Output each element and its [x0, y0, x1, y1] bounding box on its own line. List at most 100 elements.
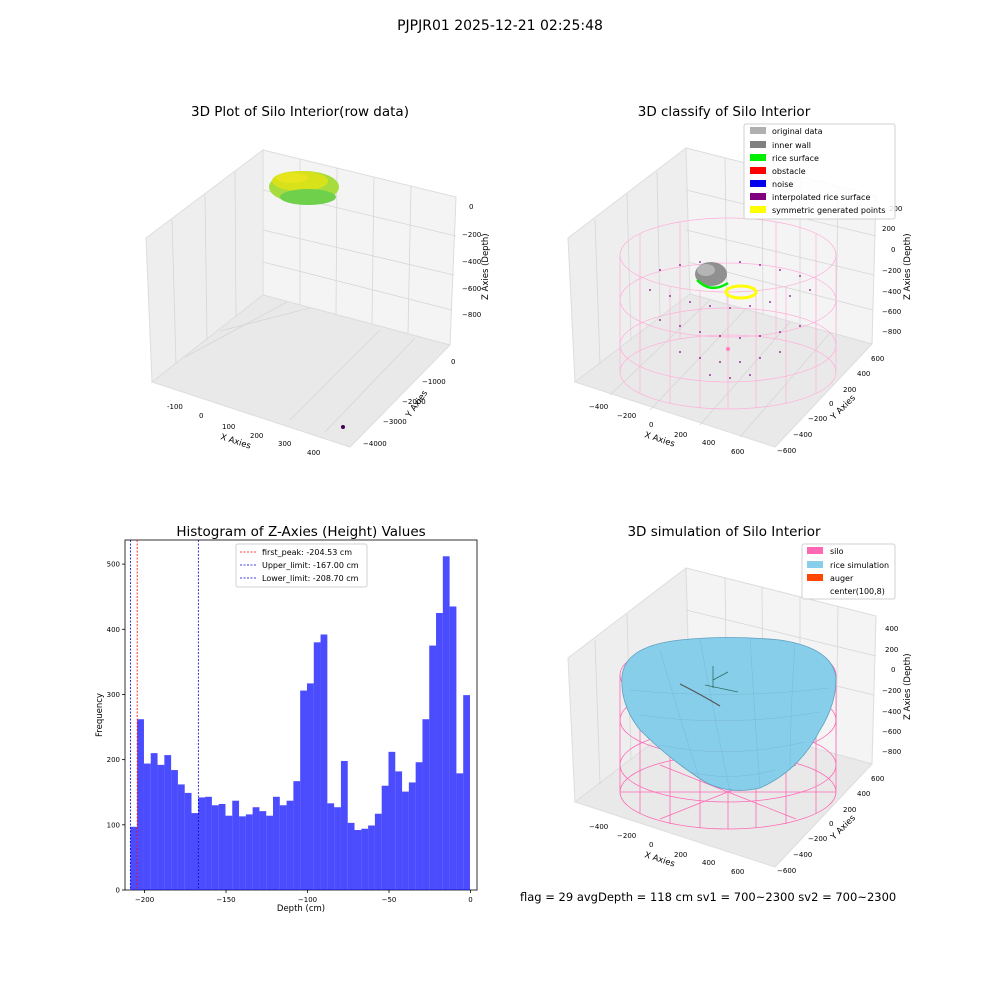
raw-grid: [171, 159, 457, 433]
histogram-bar: [368, 825, 375, 890]
histogram-bar: [320, 634, 328, 890]
histogram-bar: [225, 815, 233, 890]
raw-ztick: −800: [462, 311, 481, 319]
sim-ytick: 200: [843, 806, 856, 814]
sim-ytick: −400: [793, 851, 812, 859]
raw-floor-pane: [150, 294, 451, 448]
raw-xtick: 400: [307, 449, 320, 457]
sim-xtick: 200: [674, 851, 687, 859]
raw-ytick: −2000: [402, 398, 426, 406]
classify-interpolated-points: [649, 261, 811, 379]
histogram-bar: [456, 773, 464, 890]
raw-xtick: 100: [222, 423, 235, 431]
classify-ytick: 400: [857, 370, 870, 378]
raw-ytick: −3000: [383, 418, 407, 426]
raw-ztick: 0: [469, 203, 473, 211]
histogram-bar: [273, 796, 280, 890]
classify-ztick: −600: [882, 308, 901, 316]
simulation-plot-title: 3D simulation of Silo Interior: [627, 524, 821, 540]
svg-text:original data: original data: [772, 127, 823, 136]
histogram-bar: [361, 828, 369, 890]
histogram-bar: [334, 807, 341, 890]
status-footer: flag = 29 avgDepth = 118 cm sv1 = 700~23…: [520, 890, 897, 904]
classify-ztick: −800: [882, 328, 901, 336]
histogram-bar: [245, 814, 253, 890]
classify-plot-title: 3D classify of Silo Interior: [637, 104, 811, 120]
classify-ytick: 200: [843, 386, 856, 394]
histogram-bar: [388, 751, 396, 890]
classify-xtick: −400: [589, 403, 608, 411]
raw-ztick: −600: [462, 285, 481, 293]
classify-zlabel: Z Axies (Depth): [903, 233, 913, 300]
histogram-bar: [191, 813, 199, 890]
histogram-xtick-label: −200: [135, 896, 154, 904]
svg-text:center(100,8): center(100,8): [830, 587, 885, 596]
svg-text:interpolated rice surface: interpolated rice surface: [772, 193, 870, 202]
raw-plot-title: 3D Plot of Silo Interior(row data): [191, 104, 409, 120]
classify-ytick: 0: [829, 400, 833, 408]
figure-title: PJPJR01 2025-12-21 02:25:48: [397, 18, 603, 34]
svg-text:symmetric generated points: symmetric generated points: [772, 206, 885, 215]
svg-text:obstacle: obstacle: [772, 167, 806, 176]
histogram-bar: [402, 791, 409, 890]
sim-zlabel: Z Axies (Depth): [903, 653, 913, 720]
histogram-bar: [252, 807, 260, 890]
raw-ztick: −400: [462, 258, 481, 266]
histogram-bar: [137, 719, 144, 890]
sim-ztick: −600: [882, 728, 901, 736]
histogram-title: Histogram of Z-Axies (Height) Values: [176, 524, 426, 540]
svg-text:auger: auger: [830, 574, 854, 583]
histogram-bar: [171, 770, 178, 890]
histogram-bar: [300, 690, 307, 890]
classify-ztick: −200: [882, 267, 901, 275]
legend-upper-limit: Upper_limit: -167.00 cm: [262, 561, 359, 570]
histogram-ytick-label: 500: [107, 561, 120, 569]
histogram-bar: [184, 792, 192, 890]
histogram-bar: [279, 805, 287, 890]
svg-text:rice surface: rice surface: [772, 154, 819, 163]
histogram-bar: [198, 797, 206, 890]
histogram-ytick-label: 200: [107, 756, 120, 764]
histogram-ytick-label: 400: [107, 626, 120, 634]
sim-ztick: −400: [882, 708, 901, 716]
histogram-bar: [395, 771, 403, 890]
histogram-bar: [130, 826, 138, 890]
sim-ztick: 200: [885, 646, 898, 654]
histogram-bar: [218, 803, 226, 890]
histogram-bar: [408, 782, 416, 890]
histogram-bar: [205, 796, 212, 890]
raw-ytick: −4000: [363, 440, 387, 448]
raw-xtick: 300: [278, 440, 291, 448]
classify-ytick: 600: [871, 355, 884, 363]
histogram-bar: [293, 781, 301, 890]
sim-ytick: 0: [829, 820, 833, 828]
sim-xtick: 600: [731, 868, 744, 876]
histogram-bar: [150, 753, 158, 890]
sim-center-marker: [704, 666, 739, 693]
classify-ztick: −400: [882, 288, 901, 296]
histogram-xtick-label: −50: [382, 896, 397, 904]
svg-text:inner wall: inner wall: [772, 141, 811, 150]
raw-xtick: 0: [199, 412, 203, 420]
raw-ytick: −1000: [422, 378, 446, 386]
histogram-bar: [259, 811, 267, 890]
histogram-bar: [157, 764, 165, 890]
classify-ytick: −200: [808, 415, 827, 423]
raw-xtick: 200: [250, 432, 263, 440]
classify-xtick: 200: [674, 431, 687, 439]
histogram-bar: [422, 719, 430, 890]
histogram-bar: [232, 800, 240, 890]
svg-text:silo: silo: [830, 547, 844, 556]
sim-ztick: −200: [882, 687, 901, 695]
histogram-bar: [239, 816, 246, 890]
histogram-ytick-label: 300: [107, 691, 120, 699]
classify-ytick: −600: [777, 447, 796, 455]
classify-ytick: −400: [793, 431, 812, 439]
svg-text:rice simulation: rice simulation: [830, 561, 889, 570]
histogram-bar: [211, 805, 219, 890]
sim-ytick: 600: [871, 775, 884, 783]
histogram-bar: [442, 556, 450, 890]
